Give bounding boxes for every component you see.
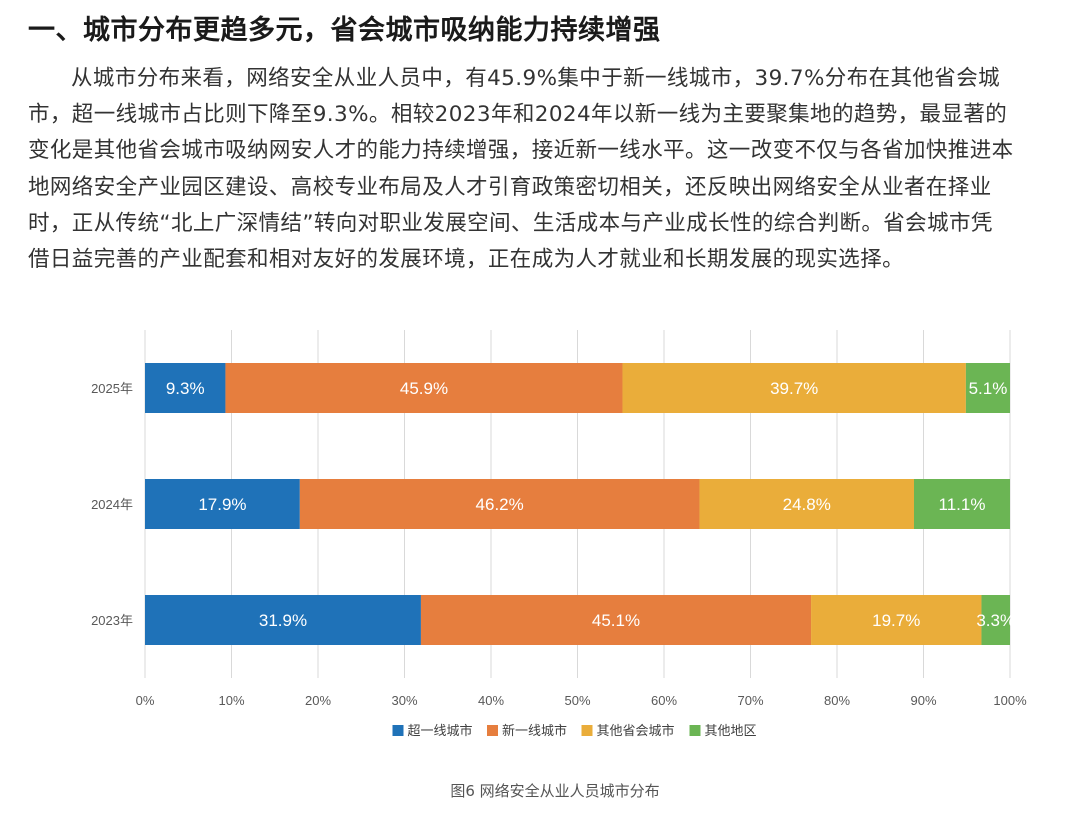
data-label: 45.1% [592, 611, 640, 630]
body-paragraph: 从城市分布来看，网络安全从业人员中，有45.9%集中于新一线城市，39.7%分布… [28, 61, 1080, 278]
x-tick-label: 0% [136, 693, 155, 708]
paragraph-line: 变化是其他省会城市吸纳网安人才的能力持续增强，接近新一线水平。这一改变不仅与各省… [28, 138, 1014, 164]
bar-segment [145, 363, 226, 413]
y-category-label: 2023年 [91, 613, 133, 628]
legend-label: 超一线城市 [408, 723, 473, 738]
bar-segment [622, 363, 966, 413]
x-tick-label: 20% [305, 693, 331, 708]
y-category-label: 2025年 [91, 381, 133, 396]
x-tick-label: 30% [391, 693, 417, 708]
legend: 超一线城市 新一线城市 其他省会城市 其他地区 [392, 723, 757, 738]
data-label: 17.9% [198, 495, 246, 514]
x-tick-label: 80% [824, 693, 850, 708]
legend-label: 新一线城市 [502, 723, 567, 738]
y-category-label: 2024年 [91, 497, 133, 512]
x-tick-label: 40% [478, 693, 504, 708]
bar-segment [913, 479, 1010, 529]
bar-segment [145, 595, 421, 645]
legend-swatch [487, 725, 498, 736]
legend-label: 其他地区 [705, 723, 757, 738]
data-label: 19.7% [872, 611, 920, 630]
x-tick-label: 70% [737, 693, 763, 708]
data-label: 9.3% [166, 379, 205, 398]
x-tick-label: 60% [651, 693, 677, 708]
bar-segment [981, 595, 1010, 645]
city-distribution-chart: 0% 10% 20% 30% 40% 50% 60% 70% 80% 90% 100% 2025年 9.… [91, 330, 1027, 738]
figure-caption: 图6 网络安全从业人员城市分布 [450, 782, 660, 800]
legend-swatch [392, 725, 404, 736]
legend-swatch [581, 725, 593, 736]
paragraph-line: 时，正从传统“北上广深情结”转向对职业发展空间、生活成本与产业成长性的综合判断。… [28, 210, 993, 236]
x-tick-label: 100% [993, 693, 1027, 708]
paragraph-line: 借日益完善的产业配套和相对友好的发展环境，正在成为人才就业和长期发展的现实选择。 [28, 246, 905, 272]
paragraph-line: 地网络安全产业园区建设、高校专业布局及人才引育政策密切相关，还反映出网络安全从业… [28, 174, 992, 200]
x-tick-label: 10% [218, 693, 244, 708]
data-label: 11.1% [939, 495, 986, 514]
bar-segment [225, 363, 623, 413]
data-label: 39.7% [770, 379, 818, 398]
data-label: 5.1% [969, 379, 1008, 398]
data-label: 31.9% [259, 611, 307, 630]
bar-segment [965, 363, 1010, 413]
section-heading: 一、城市分布更趋多元，省会城市吸纳能力持续增强 [28, 15, 661, 46]
data-label: 3.3% [976, 611, 1015, 630]
paragraph-line: 市，超一线城市占比则下降至9.3%。相较2023年和2024年以新一线为主要聚集… [28, 102, 1008, 128]
bar-segment [299, 479, 700, 529]
data-label: 45.9% [400, 379, 448, 398]
legend-swatch [689, 725, 701, 736]
paragraph-line: 从城市分布来看，网络安全从业人员中，有45.9%集中于新一线城市，39.7%分布… [71, 66, 1001, 91]
bar-segment [811, 595, 982, 645]
data-label: 24.8% [783, 495, 831, 514]
data-label: 46.2% [476, 495, 524, 514]
bar-segment [145, 479, 300, 529]
legend-label: 其他省会城市 [597, 723, 675, 738]
bar-segment [420, 595, 812, 645]
x-tick-label: 50% [564, 693, 590, 708]
x-tick-label: 90% [910, 693, 936, 708]
bar-segment [699, 479, 914, 529]
